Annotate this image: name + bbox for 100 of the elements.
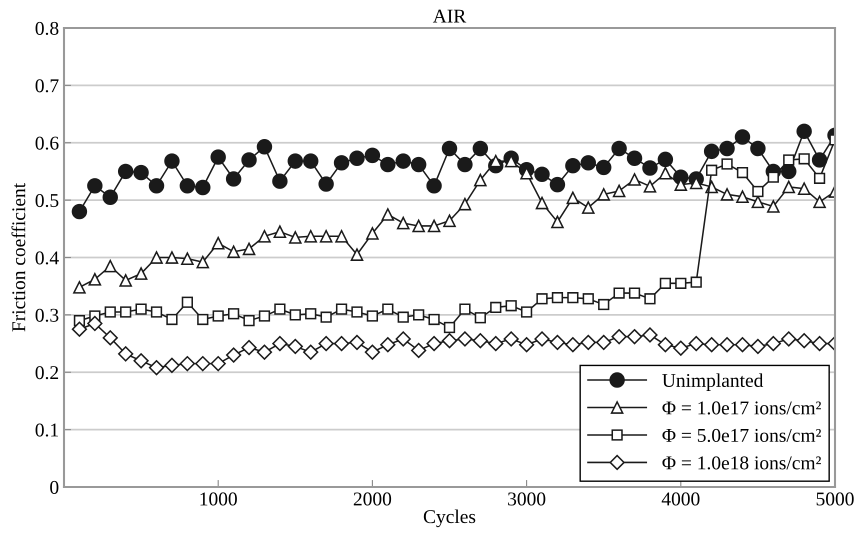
point — [658, 152, 674, 168]
x-tick-label: 4000 — [662, 492, 700, 506]
point — [182, 296, 193, 308]
point — [551, 216, 564, 228]
y-tick-label: 0.6 — [36, 136, 59, 150]
x-tick-label: 2000 — [354, 492, 392, 506]
point — [752, 186, 764, 198]
point — [444, 322, 456, 334]
point — [688, 336, 704, 352]
point — [504, 331, 519, 347]
point — [582, 293, 594, 304]
point — [750, 338, 766, 354]
point — [781, 164, 796, 180]
point — [814, 172, 826, 184]
point — [734, 337, 750, 352]
point — [442, 140, 458, 156]
point — [366, 227, 379, 240]
point — [226, 171, 242, 187]
point — [428, 220, 440, 232]
point — [164, 358, 180, 374]
point — [290, 309, 301, 320]
point — [382, 304, 394, 315]
point — [582, 201, 595, 214]
point — [148, 360, 164, 376]
point — [611, 140, 627, 156]
point — [812, 152, 828, 168]
point — [411, 342, 426, 358]
point — [752, 196, 764, 208]
point — [536, 196, 548, 210]
point — [781, 331, 796, 347]
point — [197, 314, 208, 326]
point — [119, 274, 132, 287]
x-tick-label: 1000 — [200, 492, 237, 506]
point — [613, 287, 625, 299]
point — [334, 155, 350, 171]
y-tick-label: 0.4 — [36, 251, 59, 265]
point — [150, 306, 162, 318]
y-axis-title: Friction coefficient — [11, 183, 26, 332]
point — [288, 338, 303, 354]
y-tick-label: 0.7 — [36, 79, 59, 92]
point — [796, 124, 812, 139]
point — [148, 178, 164, 194]
y-tick-label: 0.1 — [36, 423, 58, 437]
point — [242, 242, 256, 256]
point — [426, 336, 442, 352]
point — [690, 276, 702, 288]
y-tick-label: 0.3 — [36, 308, 58, 322]
point — [736, 166, 748, 178]
point — [426, 178, 442, 194]
point — [567, 292, 578, 304]
point — [798, 182, 810, 195]
point — [596, 334, 612, 350]
point — [320, 312, 332, 323]
point — [334, 336, 350, 352]
point — [520, 306, 532, 318]
point — [458, 198, 472, 210]
point — [180, 178, 196, 194]
point — [396, 331, 411, 347]
point — [518, 337, 534, 352]
point — [364, 148, 380, 164]
point — [721, 158, 733, 170]
point — [150, 251, 163, 264]
point — [413, 309, 424, 320]
point — [288, 153, 304, 169]
point — [488, 336, 504, 352]
point — [611, 329, 627, 344]
point — [766, 336, 781, 352]
point — [303, 344, 318, 360]
point — [134, 267, 148, 280]
point — [288, 231, 302, 244]
point — [457, 331, 473, 347]
point — [796, 333, 812, 348]
point — [706, 164, 718, 176]
point — [660, 278, 672, 289]
point — [457, 156, 473, 172]
point — [241, 340, 257, 356]
point — [133, 353, 149, 368]
point — [534, 331, 550, 347]
point — [349, 334, 365, 350]
point — [256, 139, 272, 154]
point — [210, 356, 226, 372]
point — [72, 204, 88, 220]
point — [565, 337, 580, 352]
point — [566, 192, 580, 204]
point — [243, 314, 255, 326]
point — [118, 164, 134, 180]
point — [351, 306, 363, 318]
point — [104, 306, 116, 318]
point — [626, 329, 642, 344]
point — [350, 248, 364, 261]
point — [166, 251, 178, 264]
point — [196, 256, 210, 268]
point — [736, 190, 749, 203]
point — [472, 140, 488, 156]
point — [767, 200, 780, 213]
point — [396, 153, 411, 169]
chart-title: AIR — [432, 10, 466, 22]
point — [443, 214, 456, 228]
legend-label: Unimplanted — [662, 373, 764, 391]
point — [474, 312, 486, 324]
